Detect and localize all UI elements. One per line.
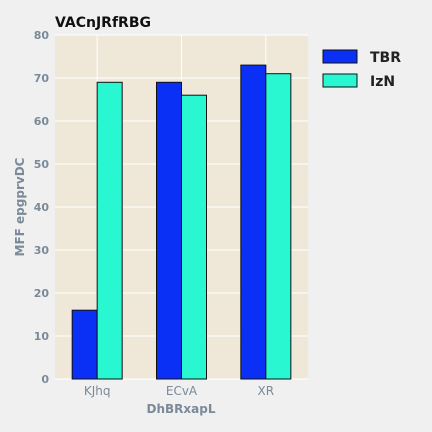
y-tick-label: 50 <box>34 158 50 171</box>
bar-IzN-KJhq <box>96 81 123 380</box>
x-tick-label: KJhq <box>84 384 111 398</box>
legend-label: TBR <box>370 50 401 66</box>
y-tick-label: 60 <box>34 115 50 128</box>
y-tick-label: 20 <box>34 287 50 300</box>
y-tick-label: 70 <box>34 72 50 85</box>
y-axis-label: MFF epgprvDC <box>13 157 27 256</box>
y-tick-label: 80 <box>34 29 50 42</box>
x-tick-label: XR <box>258 384 275 398</box>
y-tick-label: 10 <box>34 330 50 343</box>
bars <box>71 64 292 380</box>
bar-IzN-XR <box>265 73 292 380</box>
y-tick-label: 0 <box>41 373 49 386</box>
legend-swatch <box>322 49 358 64</box>
bar-TBR-XR <box>240 64 267 380</box>
legend-label: IzN <box>370 74 395 90</box>
bar-TBR-KJhq <box>71 309 98 380</box>
x-tick-label: ECvA <box>166 384 198 398</box>
y-tick-label: 30 <box>34 244 50 257</box>
bar-IzN-ECvA <box>181 94 207 380</box>
legend: TBR IzN <box>322 49 401 90</box>
bar-TBR-ECvA <box>156 81 182 380</box>
x-axis-ticks: KJhq ECvA XR <box>84 384 274 398</box>
chart-title: VACnJRfRBG <box>55 15 151 31</box>
y-tick-label: 40 <box>34 201 50 214</box>
x-axis-label: DhBRxapL <box>147 402 216 416</box>
y-axis-ticks: 0 10 20 30 40 50 60 70 80 <box>34 29 50 386</box>
legend-swatch <box>322 73 358 88</box>
